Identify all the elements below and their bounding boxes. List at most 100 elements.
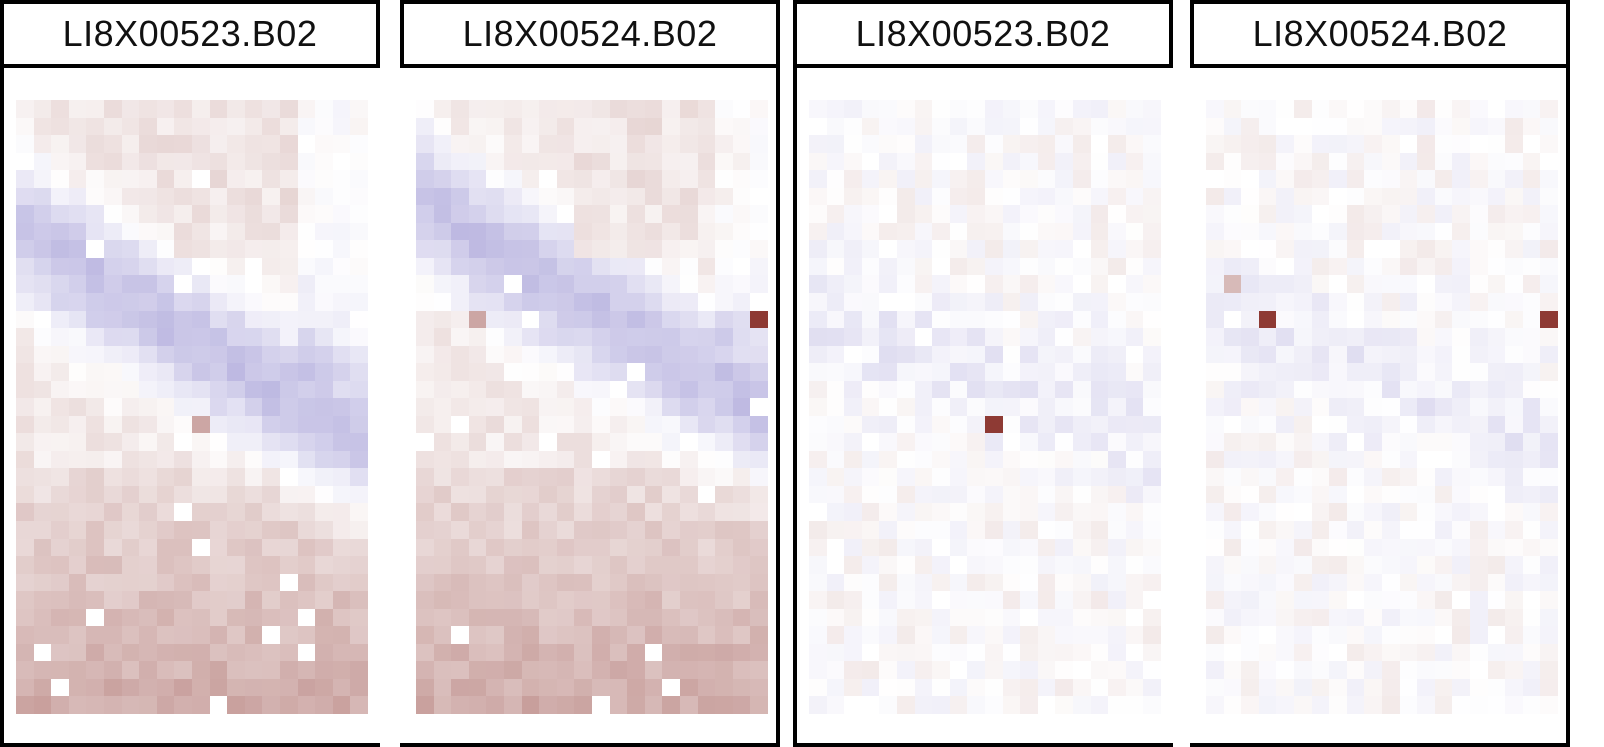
heatmap-cell <box>949 608 968 627</box>
heatmap-cell <box>914 696 933 715</box>
heatmap-cell <box>574 573 593 592</box>
heatmap-cell <box>16 310 35 329</box>
heatmap-cell <box>809 398 828 417</box>
heatmap-cell <box>1055 187 1074 206</box>
heatmap-cell <box>879 257 898 276</box>
heatmap-cell <box>1311 187 1330 206</box>
heatmap-cell <box>1329 100 1348 119</box>
heatmap-cell <box>51 222 70 241</box>
heatmap-cell <box>1276 240 1295 259</box>
heatmap-cell <box>1364 328 1383 347</box>
heatmap-cell <box>809 135 828 154</box>
heatmap-cell <box>662 240 681 259</box>
heatmap-cell <box>1417 100 1436 119</box>
heatmap-cell <box>315 380 334 399</box>
heatmap-cell <box>1276 573 1295 592</box>
heatmap-cell <box>1364 626 1383 645</box>
heatmap-cell <box>662 135 681 154</box>
heatmap-cell <box>574 170 593 189</box>
heatmap-cell <box>556 222 575 241</box>
heatmap-cell <box>967 310 986 329</box>
heatmap-cell <box>697 433 716 452</box>
heatmap-cell <box>1125 345 1144 364</box>
heatmap-cell <box>1002 117 1021 136</box>
heatmap-cell <box>262 591 281 610</box>
heatmap-cell <box>1073 257 1092 276</box>
heatmap-cell <box>504 363 523 382</box>
heatmap-cell <box>1258 275 1277 294</box>
heatmap-cell <box>227 415 246 434</box>
heatmap-cell <box>949 205 968 224</box>
heatmap-cell <box>1090 222 1109 241</box>
heatmap-cell <box>1329 292 1348 311</box>
heatmap-cell <box>468 556 487 575</box>
heatmap-cell <box>1258 573 1277 592</box>
heatmap-cell <box>521 573 540 592</box>
heatmap-cell <box>521 275 540 294</box>
heatmap-cell <box>1125 450 1144 469</box>
heatmap-cell <box>504 117 523 136</box>
heatmap-cell <box>139 328 158 347</box>
heatmap-cell <box>1108 240 1127 259</box>
heatmap-cell <box>504 135 523 154</box>
heatmap-cell <box>315 398 334 417</box>
heatmap-cell <box>315 187 334 206</box>
heatmap-cell <box>227 117 246 136</box>
heatmap-cell <box>1143 591 1162 610</box>
heatmap-cell <box>1125 468 1144 487</box>
heatmap-cell <box>1223 608 1242 627</box>
heatmap-cell <box>861 257 880 276</box>
heatmap-cell <box>1125 521 1144 540</box>
heatmap-cell <box>1241 328 1260 347</box>
heatmap-cell <box>433 626 452 645</box>
heatmap-cell <box>861 205 880 224</box>
heatmap-cell <box>914 468 933 487</box>
heatmap-cell <box>1108 468 1127 487</box>
heatmap-cell <box>332 117 351 136</box>
heatmap-cell <box>861 538 880 557</box>
heatmap-cell <box>662 433 681 452</box>
heatmap-cell <box>86 205 105 224</box>
heatmap-cell <box>1055 450 1074 469</box>
heatmap-cell <box>949 433 968 452</box>
heatmap-cell <box>174 468 193 487</box>
heatmap-cell <box>486 643 505 662</box>
heatmap-cell <box>1505 433 1524 452</box>
heatmap-cell <box>280 380 299 399</box>
heatmap-cell <box>826 626 845 645</box>
heatmap-cell <box>1434 257 1453 276</box>
heatmap-cell <box>1364 275 1383 294</box>
heatmap-cell <box>1223 222 1242 241</box>
heatmap-cell <box>350 135 369 154</box>
heatmap-cell <box>1206 608 1225 627</box>
heatmap-cell <box>227 485 246 504</box>
heatmap-cell <box>1522 310 1541 329</box>
heatmap-cell <box>209 503 228 522</box>
heatmap-cell <box>192 380 211 399</box>
heatmap-cell <box>1364 485 1383 504</box>
heatmap-cell <box>433 292 452 311</box>
heatmap-cell <box>504 468 523 487</box>
heatmap-cell <box>1241 222 1260 241</box>
heatmap-cell <box>486 468 505 487</box>
heatmap-cell <box>1487 205 1506 224</box>
heatmap-cell <box>451 556 470 575</box>
heatmap-cell <box>416 380 435 399</box>
heatmap-cell <box>139 292 158 311</box>
heatmap-cell <box>451 678 470 697</box>
heatmap-cell <box>1002 170 1021 189</box>
heatmap-cell <box>574 292 593 311</box>
heatmap-cell <box>468 433 487 452</box>
heatmap-cell <box>315 415 334 434</box>
heatmap-cell <box>350 468 369 487</box>
heatmap-cell <box>280 345 299 364</box>
heatmap-cell <box>897 468 916 487</box>
heatmap-cell <box>609 187 628 206</box>
heatmap-cell <box>609 170 628 189</box>
heatmap-cell <box>104 363 123 382</box>
heatmap-cell <box>897 398 916 417</box>
heatmap-cell <box>1540 187 1559 206</box>
heatmap-cell <box>468 643 487 662</box>
heatmap-cell <box>879 363 898 382</box>
heatmap-cell <box>1487 538 1506 557</box>
